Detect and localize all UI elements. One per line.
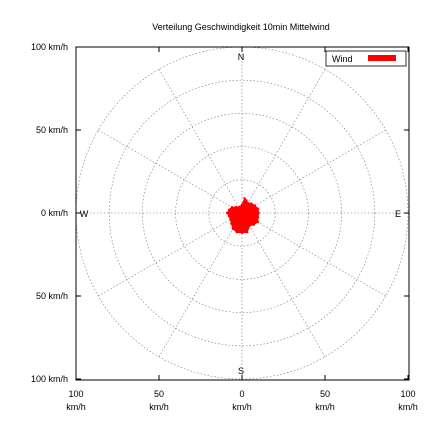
x-tick-label: 50	[320, 389, 330, 399]
chart-title: Verteilung Geschwindigkeit 10min Mittelw…	[152, 22, 330, 32]
grid-ring	[175, 146, 309, 280]
wind-data-point	[246, 231, 249, 234]
x-tick-unit: km/h	[315, 402, 335, 412]
wind-series-area	[226, 197, 260, 234]
x-tick-unit: km/h	[398, 402, 418, 412]
wind-data-point	[230, 206, 234, 209]
wind-data-point	[239, 205, 242, 208]
y-tick-label: 0 km/h	[41, 208, 68, 218]
wind-data-point	[234, 205, 238, 209]
x-tick-label: 0	[239, 389, 244, 399]
grid-ring	[142, 113, 342, 313]
wind-data-point	[257, 211, 260, 215]
grid-spoke	[241, 212, 326, 357]
compass-east: E	[395, 209, 401, 219]
wind-data-point	[228, 215, 231, 218]
wind-data-point	[243, 197, 246, 200]
grid-spoke	[98, 129, 243, 214]
compass-south: S	[238, 366, 244, 376]
grid-spoke	[158, 69, 243, 214]
x-tick-label: 100	[400, 389, 415, 399]
y-tick-label: 100 km/h	[31, 42, 68, 52]
y-tick-labels: 100 km/h 50 km/h 0 km/h 50 km/h 100 km/h	[31, 42, 68, 384]
x-tick-label: 50	[154, 389, 164, 399]
compass-north: N	[238, 52, 245, 62]
axis-ticks	[75, 46, 409, 380]
grid-spoke	[241, 129, 386, 214]
x-tick-unit: km/h	[149, 402, 169, 412]
grid-spoke	[98, 212, 243, 297]
wind-data-point	[230, 222, 233, 225]
wind-data-point	[253, 204, 257, 207]
y-tick-label: 50 km/h	[36, 291, 68, 301]
grid-ring	[208, 179, 276, 247]
y-tick-label: 50 km/h	[36, 125, 68, 135]
wind-data-point	[225, 211, 229, 215]
legend-box	[325, 50, 407, 67]
compass-west: W	[80, 209, 89, 219]
wind-data-point	[240, 231, 244, 235]
wind-data-point	[256, 220, 259, 224]
legend-swatch	[368, 55, 396, 61]
wind-data-point	[256, 216, 260, 219]
wind-data-point	[246, 201, 249, 205]
y-tick-label: 100 km/h	[31, 374, 68, 384]
wind-data-point	[250, 202, 253, 205]
wind-data-point	[228, 208, 231, 211]
wind-data-point	[240, 203, 244, 206]
grid-spoke	[158, 212, 243, 357]
grid-ring	[108, 79, 376, 347]
wind-data-point	[256, 207, 260, 210]
x-tick-unit: km/h	[66, 402, 86, 412]
wind-data-point	[245, 199, 248, 202]
grid-spoke	[241, 69, 326, 214]
x-tick-label: 100	[68, 389, 83, 399]
wind-data-point	[231, 227, 235, 230]
legend: Wind	[325, 50, 407, 67]
x-tick-labels: 100 km/h 50 km/h 0 km/h 50 km/h 100 km/h	[66, 389, 418, 412]
wind-data-point	[252, 223, 255, 226]
series-layer	[225, 197, 260, 235]
legend-label: Wind	[332, 54, 353, 64]
grid-spoke	[241, 212, 386, 297]
x-tick-unit: km/h	[232, 402, 252, 412]
wind-data-point	[229, 218, 232, 221]
wind-data-point	[235, 231, 238, 234]
wind-data-point	[248, 224, 251, 228]
